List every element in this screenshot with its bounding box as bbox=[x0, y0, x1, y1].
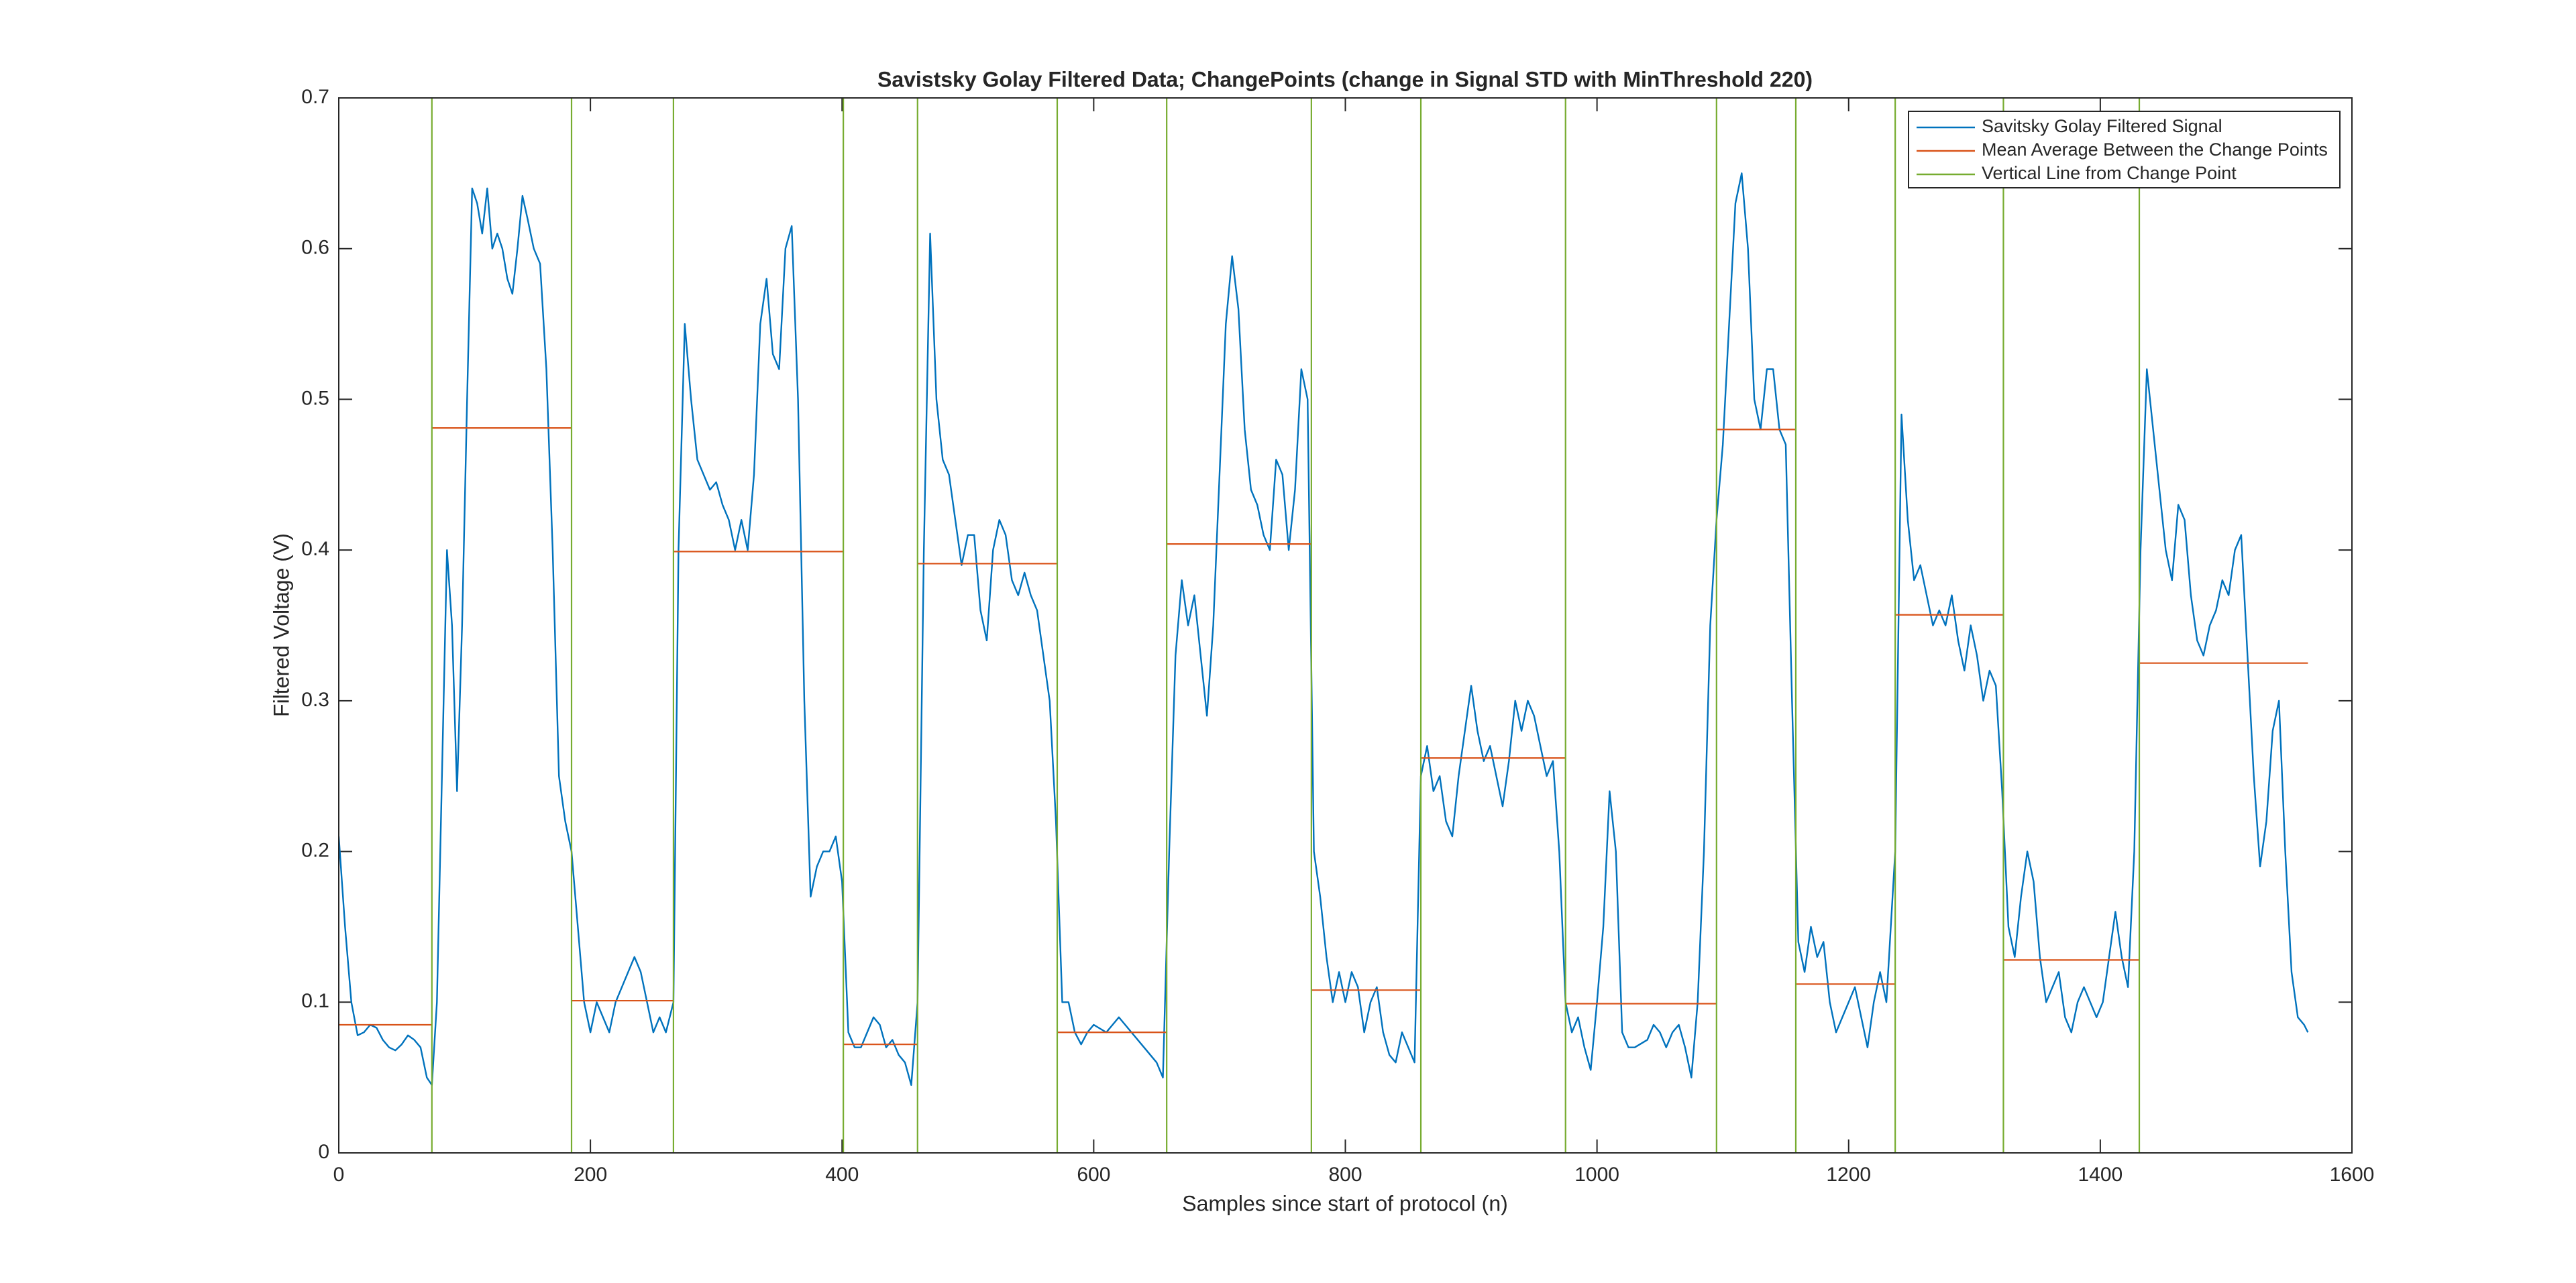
legend-text: Mean Average Between the Change Points bbox=[1982, 140, 2328, 160]
y-tick-label: 0.7 bbox=[301, 86, 329, 108]
x-tick-label: 200 bbox=[574, 1164, 607, 1186]
x-tick-label: 600 bbox=[1077, 1164, 1110, 1186]
chart-title: Savistsky Golay Filtered Data; ChangePoi… bbox=[877, 67, 1813, 91]
y-tick-label: 0.3 bbox=[301, 689, 329, 711]
x-tick-label: 400 bbox=[825, 1164, 859, 1186]
y-tick-label: 0.2 bbox=[301, 839, 329, 861]
x-tick-label: 1600 bbox=[2330, 1164, 2375, 1186]
y-axis-label: Filtered Voltage (V) bbox=[269, 533, 293, 717]
x-tick-label: 1400 bbox=[2078, 1164, 2123, 1186]
x-tick-label: 1000 bbox=[1574, 1164, 1619, 1186]
y-tick-label: 0.1 bbox=[301, 990, 329, 1012]
legend-text: Savitsky Golay Filtered Signal bbox=[1982, 116, 2222, 136]
legend-text: Vertical Line from Change Point bbox=[1982, 163, 2237, 183]
y-tick-label: 0.6 bbox=[301, 237, 329, 259]
y-tick-label: 0.4 bbox=[301, 538, 329, 560]
x-tick-label: 0 bbox=[333, 1164, 345, 1186]
axes-box bbox=[338, 97, 2353, 1154]
legend-box bbox=[1908, 111, 2341, 188]
x-tick-label: 800 bbox=[1328, 1164, 1362, 1186]
y-tick-label: 0.5 bbox=[301, 387, 329, 409]
signal-line bbox=[339, 172, 2309, 1086]
plot-area bbox=[339, 98, 2309, 1153]
y-tick-label: 0 bbox=[318, 1141, 329, 1163]
x-axis-label: Samples since start of protocol (n) bbox=[1182, 1191, 1508, 1215]
x-tick-label: 1200 bbox=[1826, 1164, 1871, 1186]
